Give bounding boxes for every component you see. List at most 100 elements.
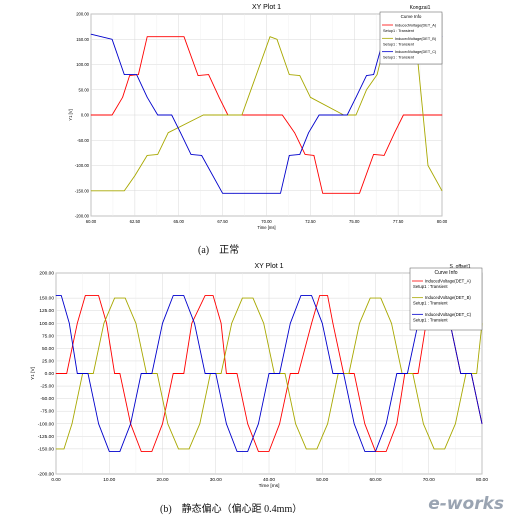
y-tick-label: 50.00 bbox=[79, 87, 90, 92]
data-point-c bbox=[396, 373, 398, 374]
y-tick-label: 0.00 bbox=[81, 113, 90, 118]
data-point-a bbox=[98, 295, 99, 296]
data-point-c bbox=[288, 155, 290, 156]
legend-series-name: InducedVoltage(DET_C) bbox=[395, 50, 437, 54]
data-point-c bbox=[343, 373, 344, 374]
data-point-a bbox=[172, 373, 174, 374]
data-point-c bbox=[87, 373, 89, 374]
data-point-b bbox=[103, 322, 105, 324]
data-point-a bbox=[417, 373, 419, 374]
y-tick-label: -150.00 bbox=[75, 188, 90, 193]
data-point-a bbox=[220, 322, 222, 324]
data-point-c bbox=[136, 74, 137, 75]
data-point-c bbox=[183, 295, 185, 296]
data-point-b bbox=[199, 423, 201, 425]
data-point-b bbox=[316, 448, 318, 450]
data-point-c bbox=[215, 373, 217, 374]
data-point-c bbox=[300, 295, 302, 296]
watermark-logo: e-works bbox=[428, 494, 504, 514]
data-point-a bbox=[322, 192, 324, 194]
data-point-b bbox=[299, 75, 301, 76]
series-line-b bbox=[91, 36, 443, 192]
data-point-b bbox=[231, 322, 233, 324]
caption-a: (a) 正常 bbox=[198, 245, 240, 256]
data-point-c bbox=[481, 423, 483, 425]
data-point-c bbox=[151, 373, 153, 374]
y-tick-label: -50.00 bbox=[77, 138, 90, 143]
data-point-c bbox=[226, 423, 227, 425]
data-point-b bbox=[433, 448, 435, 450]
chart-tag: Kongzai1 bbox=[410, 5, 431, 11]
x-tick-label: 75.00 bbox=[349, 219, 360, 224]
data-point-a bbox=[138, 74, 139, 75]
y-tick-label: 200.00 bbox=[76, 12, 89, 17]
data-point-a bbox=[294, 132, 295, 134]
data-point-c bbox=[98, 423, 99, 425]
data-point-b bbox=[90, 190, 92, 192]
data-point-b bbox=[123, 190, 125, 192]
data-point-c bbox=[146, 96, 148, 98]
legend-setup-label: Setup1 : Transient bbox=[413, 301, 448, 306]
legend-setup-label: Setup1 : Transient bbox=[383, 56, 415, 60]
charts-canvas: 200.00 150.00 100.00 50.00 0.00 -50.00 -100.00… bbox=[30, 4, 488, 489]
y-tick-label: -100.00 bbox=[75, 163, 90, 168]
data-point-b bbox=[412, 373, 414, 374]
data-point-a bbox=[327, 295, 328, 296]
data-point-c bbox=[366, 75, 367, 76]
data-point-a bbox=[359, 192, 360, 194]
data-point-a bbox=[212, 295, 214, 296]
data-point-b bbox=[423, 423, 424, 425]
data-point-b bbox=[455, 423, 456, 425]
data-point-a bbox=[385, 451, 387, 452]
legend-setup-label: Setup1 : Transient bbox=[413, 317, 448, 322]
x-tick-label: 70.00 bbox=[423, 477, 435, 483]
y-tick-label: -200.00 bbox=[75, 214, 90, 219]
x-tick-label: 80.00 bbox=[437, 219, 448, 224]
data-point-c bbox=[236, 451, 238, 452]
y-tick-label: 150.00 bbox=[76, 37, 89, 42]
data-point-c bbox=[353, 423, 355, 425]
data-point-a bbox=[403, 114, 404, 116]
data-point-c bbox=[60, 295, 62, 296]
data-point-a bbox=[311, 322, 312, 324]
data-point-a bbox=[297, 373, 299, 374]
data-point-c bbox=[90, 33, 92, 35]
data-point-a bbox=[289, 373, 291, 374]
data-point-a bbox=[111, 114, 113, 116]
data-point-b bbox=[441, 190, 443, 192]
data-point-b bbox=[242, 297, 243, 299]
data-point-a bbox=[119, 373, 121, 374]
data-point-c bbox=[140, 373, 142, 374]
data-point-c bbox=[55, 295, 57, 296]
data-point-c bbox=[407, 373, 408, 374]
data-point-b bbox=[167, 132, 169, 134]
data-point-c bbox=[76, 373, 78, 374]
data-point-c bbox=[318, 114, 320, 116]
data-point-b bbox=[376, 74, 378, 75]
data-point-b bbox=[391, 322, 392, 324]
data-point-a bbox=[140, 451, 142, 452]
y-tick-label: 150.00 bbox=[39, 296, 54, 302]
data-point-c bbox=[119, 451, 121, 452]
data-point-b bbox=[234, 114, 236, 116]
data-point-a bbox=[114, 373, 115, 374]
data-point-c bbox=[321, 322, 323, 324]
data-point-b bbox=[366, 89, 367, 91]
data-point-b bbox=[327, 423, 328, 425]
data-point-c bbox=[355, 96, 357, 98]
data-point-a bbox=[394, 132, 395, 134]
data-point-c bbox=[385, 423, 387, 425]
data-point-c bbox=[289, 322, 291, 324]
data-point-b bbox=[55, 448, 57, 450]
data-point-b bbox=[252, 297, 254, 299]
data-point-b bbox=[269, 36, 271, 38]
data-point-c bbox=[172, 295, 174, 296]
data-point-c bbox=[130, 423, 131, 425]
data-point-c bbox=[190, 154, 192, 155]
y-axis-label: Y1 [V] bbox=[30, 367, 36, 380]
y-tick-label: 125.00 bbox=[39, 308, 54, 314]
x-tick-label: 60.00 bbox=[86, 219, 97, 224]
data-point-c bbox=[204, 373, 206, 374]
data-point-c bbox=[180, 132, 181, 134]
data-point-a bbox=[191, 322, 193, 324]
